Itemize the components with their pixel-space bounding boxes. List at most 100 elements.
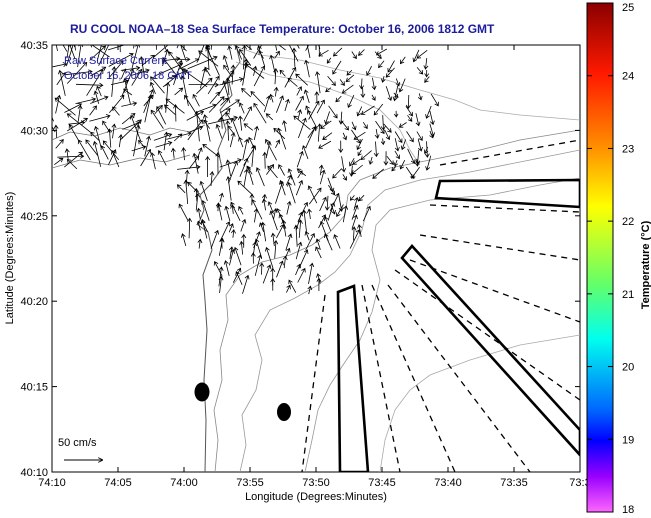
current-arrow: [273, 68, 279, 85]
current-arrow: [208, 96, 225, 113]
current-arrow: [197, 238, 203, 249]
current-arrow: [233, 246, 242, 266]
current-arrow: [412, 49, 420, 63]
current-arrow: [275, 45, 278, 51]
current-arrow: [166, 131, 192, 140]
x-tick-label: 73:55: [236, 477, 264, 489]
current-arrow: [302, 145, 309, 160]
colorbar-tick-label: 20: [622, 362, 634, 374]
current-arrow: [324, 233, 333, 251]
current-arrow: [357, 224, 362, 237]
current-arrow: [173, 133, 183, 142]
current-arrow: [341, 84, 354, 94]
current-arrow: [218, 275, 224, 294]
current-arrow: [215, 123, 223, 139]
current-arrow: [307, 185, 318, 204]
current-arrow: [325, 87, 332, 93]
current-arrow: [307, 109, 318, 129]
current-arrow: [198, 50, 219, 67]
current-arrow: [265, 113, 274, 121]
current-arrow: [405, 94, 411, 110]
current-arrow: [324, 195, 330, 211]
y-tick-label: 40:15: [20, 382, 48, 394]
current-arrow: [234, 45, 243, 60]
current-arrow: [205, 155, 211, 177]
current-arrow: [324, 111, 330, 125]
current-arrow: [278, 45, 286, 51]
current-arrow: [391, 165, 397, 172]
current-arrow: [316, 99, 325, 114]
current-arrow: [89, 45, 107, 61]
x-tick-label: 74:00: [170, 477, 198, 489]
beam-outlines: [336, 178, 580, 472]
current-arrow: [293, 115, 311, 131]
current-arrow: [284, 66, 297, 88]
current-arrow: [174, 56, 191, 62]
current-arrow: [293, 224, 299, 247]
current-arrow: [240, 218, 247, 232]
current-arrow: [262, 151, 268, 169]
current-arrow: [144, 135, 151, 157]
current-arrow: [330, 203, 336, 215]
current-arrow: [411, 166, 420, 179]
current-arrow: [262, 264, 272, 284]
current-arrow: [235, 271, 243, 285]
current-arrow: [383, 151, 389, 166]
current-arrow: [150, 152, 156, 170]
colorbar-tick-label: 21: [622, 289, 634, 301]
current-arrow: [342, 205, 349, 223]
current-arrow: [254, 254, 263, 276]
legend-line-1: Raw Surface Current: [64, 55, 167, 67]
current-arrow: [351, 204, 359, 220]
current-arrow: [52, 116, 54, 122]
current-arrow: [228, 223, 234, 233]
current-arrow: [196, 77, 213, 95]
current-arrow: [100, 145, 109, 160]
current-arrow: [239, 48, 252, 66]
current-arrow: [55, 45, 58, 51]
current-arrow: [93, 90, 100, 104]
radial-line: [361, 284, 401, 472]
current-arrow: [241, 233, 247, 248]
colorbar-label: Temperature (°C): [640, 220, 651, 309]
current-arrow: [332, 47, 343, 57]
current-arrow: [200, 218, 208, 239]
current-arrow: [399, 56, 406, 65]
current-arrow: [305, 232, 315, 251]
current-arrow: [315, 238, 321, 250]
current-arrow: [400, 139, 407, 151]
current-arrow: [333, 234, 341, 249]
current-arrow: [351, 121, 357, 131]
current-arrow: [378, 60, 385, 69]
current-arrow: [371, 77, 377, 91]
current-arrow: [110, 150, 120, 168]
current-arrow: [381, 75, 386, 83]
current-arrow: [287, 181, 296, 204]
current-arrow: [187, 217, 193, 239]
current-arrow: [155, 45, 157, 50]
current-arrow: [351, 51, 357, 60]
current-arrow: [273, 86, 279, 97]
x-tick-label: 73:35: [500, 477, 528, 489]
current-arrow: [356, 138, 363, 151]
current-arrow: [66, 158, 78, 170]
current-arrow: [153, 132, 173, 141]
current-arrow: [230, 201, 241, 221]
current-arrow: [180, 75, 189, 107]
current-arrow: [259, 262, 265, 275]
current-arrow: [225, 159, 231, 177]
current-arrow: [181, 68, 208, 88]
current-arrow: [225, 120, 231, 141]
current-arrow: [243, 123, 254, 131]
colorbar-tick-label: 22: [622, 216, 634, 228]
current-arrow: [85, 139, 99, 157]
current-arrow: [301, 209, 307, 232]
current-arrow: [275, 181, 284, 204]
current-arrow: [140, 148, 151, 167]
current-arrow: [286, 284, 291, 293]
current-arrow: [347, 94, 355, 108]
radial-line: [419, 234, 580, 261]
current-arrow: [351, 214, 358, 229]
current-arrow: [279, 69, 286, 77]
current-arrow: [329, 192, 340, 212]
